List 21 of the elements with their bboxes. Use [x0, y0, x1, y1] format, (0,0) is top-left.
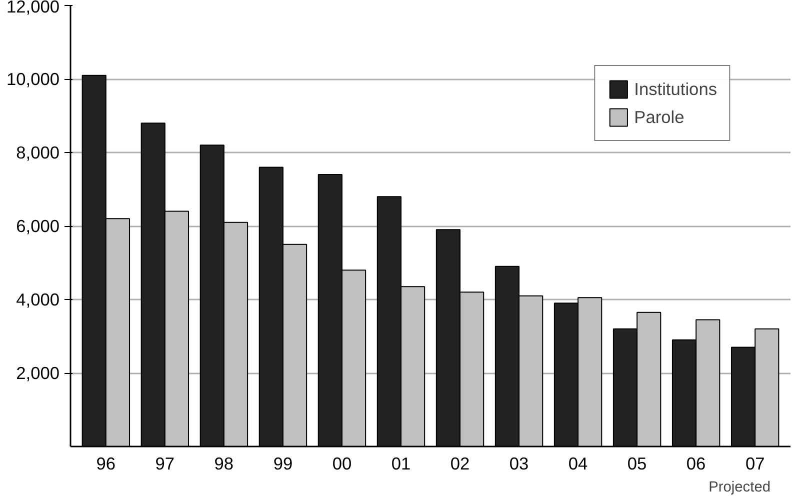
x-tick-label: 00 [332, 454, 352, 474]
text: Projected [708, 480, 771, 496]
y-tick-label: 4,000 [16, 290, 60, 310]
x-tick-label: 98 [214, 454, 234, 474]
x-tick-label: 07 [745, 454, 765, 474]
y-tick-label: 10,000 [6, 69, 60, 89]
y-tick-label: 12,000 [6, 0, 60, 16]
x-tick-label: 05 [627, 454, 647, 474]
x-tick-label: 02 [450, 454, 470, 474]
x-tick-label: 97 [155, 454, 175, 474]
y-tick-label: 6,000 [16, 216, 60, 236]
x-tick-label: 96 [96, 454, 116, 474]
x-tick-label: 03 [509, 454, 529, 474]
x-tick-label: 06 [686, 454, 706, 474]
x-tick-label: 01 [391, 454, 411, 474]
x-tick-label: 04 [568, 454, 588, 474]
legend-label: Parole [634, 106, 684, 128]
x-tick-label: 99 [273, 454, 293, 474]
y-tick-label: 8,000 [16, 142, 60, 162]
legend-label: Institutions [634, 78, 717, 100]
y-tick-label: 2,000 [16, 363, 60, 383]
